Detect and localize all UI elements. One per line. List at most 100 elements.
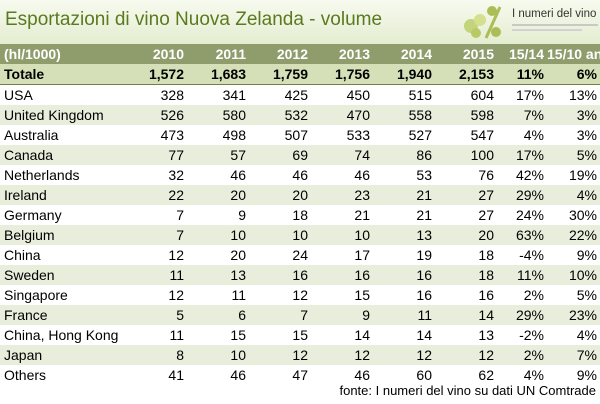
value-cell: 13 [373, 225, 435, 245]
logo-name: I numeri del vino [512, 8, 597, 20]
column-header: 2012 [249, 44, 311, 64]
value-cell: 12 [292, 287, 308, 303]
value-cell: 10 [249, 225, 311, 245]
value-cell: 53 [416, 167, 432, 183]
value-cell: 4% [576, 327, 597, 343]
value-cell: 23 [311, 185, 373, 205]
value-cell: 12 [373, 345, 435, 365]
value-cell: 598 [435, 105, 497, 125]
table-row: United Kingdom 526 580 532 470 558 598 7% 3% [0, 105, 600, 125]
value-cell: 12 [168, 287, 184, 303]
value-cell: 24 [292, 247, 308, 263]
value-cell: 6 [187, 305, 249, 325]
value-cell: 22% [547, 225, 600, 245]
value-cell: 11% [497, 64, 547, 85]
table-row: Netherlands 32 46 46 46 53 76 42% 19% [0, 165, 600, 185]
value-cell: 12 [311, 345, 373, 365]
value-cell: 10 [187, 225, 249, 245]
value-cell: 11 [373, 305, 435, 325]
table-row: Ireland 22 20 20 23 21 27 29% 4% [0, 185, 600, 205]
value-cell: 558 [373, 105, 435, 125]
value-cell: 341 [222, 87, 246, 103]
table-row: Japan 8 10 12 12 12 12 2% 7% [0, 345, 600, 365]
value-cell: 9 [311, 305, 373, 325]
value-cell: 9% [576, 367, 597, 383]
value-cell: 69 [249, 145, 311, 165]
value-cell: 5 [125, 305, 187, 325]
value-cell: 86 [373, 145, 435, 165]
value-cell: 46 [354, 167, 370, 183]
value-cell: 7 [176, 207, 184, 223]
table-row: Germany 7 9 18 21 21 27 24% 30% [0, 205, 600, 225]
value-cell: 8 [125, 345, 187, 365]
value-cell: 46 [292, 167, 308, 183]
value-cell: 77 [125, 145, 187, 165]
table-row: Belgium 7 10 10 10 13 20 63% 22% [0, 225, 600, 245]
value-cell: 100 [435, 145, 497, 165]
table-row: Canada 77 57 69 74 86 100 17% 5% [0, 145, 600, 165]
value-cell: 32 [168, 167, 184, 183]
column-header: 15/14 [497, 44, 547, 64]
value-cell: 14 [435, 305, 497, 325]
value-cell: 18 [435, 265, 497, 285]
value-cell: 507 [284, 127, 308, 143]
column-header-unit: (hl/1000) [0, 44, 125, 64]
value-cell: 62 [478, 367, 494, 383]
country-cell: Japan [0, 345, 125, 365]
value-cell: 13% [568, 87, 597, 103]
country-cell: Belgium [0, 225, 125, 245]
value-cell: 20 [230, 247, 246, 263]
column-header: 2013 [311, 44, 373, 64]
country-cell: Others [4, 367, 47, 383]
value-cell: 2% [497, 345, 547, 365]
value-cell: 7 [125, 225, 187, 245]
value-cell: 580 [187, 105, 249, 125]
value-cell: 63% [497, 225, 547, 245]
value-cell: 11 [231, 287, 246, 303]
value-cell: 450 [346, 87, 370, 103]
country-cell: Totale [0, 64, 125, 85]
value-cell: 18 [292, 207, 308, 223]
value-cell: 29% [497, 185, 547, 205]
value-cell: 533 [346, 127, 370, 143]
table-body: Totale 1,572 1,683 1,759 1,756 1,940 2,153 11% 6… [0, 64, 600, 385]
country-cell: Netherlands [4, 167, 80, 183]
value-cell: 23% [547, 305, 600, 325]
column-header: 15/10 an [547, 44, 600, 64]
value-cell: 1,572 [125, 64, 187, 85]
value-cell: -4% [519, 247, 544, 263]
value-cell: 18 [478, 247, 494, 263]
value-cell: 14 [416, 327, 432, 343]
table-row: USA 328 341 425 450 515 604 17% 13% [0, 85, 600, 106]
value-cell: 526 [125, 105, 187, 125]
value-cell: 532 [249, 105, 311, 125]
value-cell: 10% [547, 265, 600, 285]
table-row: Others 41 46 47 46 60 62 4% 9% [0, 365, 600, 385]
value-cell: 12 [435, 345, 497, 365]
value-cell: 15 [354, 287, 370, 303]
country-cell: China, Hong Kong [4, 327, 119, 343]
value-cell: 604 [470, 87, 494, 103]
title-bar: Esportazioni di vino Nuova Zelanda - vol… [0, 0, 600, 44]
value-cell: 74 [311, 145, 373, 165]
country-cell: USA [4, 87, 33, 103]
column-header: 2010 [125, 44, 187, 64]
value-cell: 5% [576, 287, 597, 303]
value-cell: 13 [187, 265, 249, 285]
value-cell: 11 [125, 265, 187, 285]
value-cell: 15 [292, 327, 308, 343]
table-row: Australia 473 498 507 533 527 547 4% 3% [0, 125, 600, 145]
value-cell: 20 [249, 185, 311, 205]
value-cell: 41 [168, 367, 184, 383]
value-cell: 17% [515, 87, 544, 103]
value-cell: 16 [311, 265, 373, 285]
column-header: 2015 [435, 44, 497, 64]
table-header-row: (hl/1000) 2010 2011 2012 2013 2014 2015 15/14 15… [0, 44, 600, 64]
country-cell: Germany [4, 207, 62, 223]
grape-percent-icon [464, 6, 502, 39]
value-cell: 1,683 [187, 64, 249, 85]
country-cell: France [0, 305, 125, 325]
table-row: China 12 20 24 17 19 18 -4% 9% [0, 245, 600, 265]
value-cell: 4% [523, 367, 544, 383]
value-cell: 12 [249, 345, 311, 365]
